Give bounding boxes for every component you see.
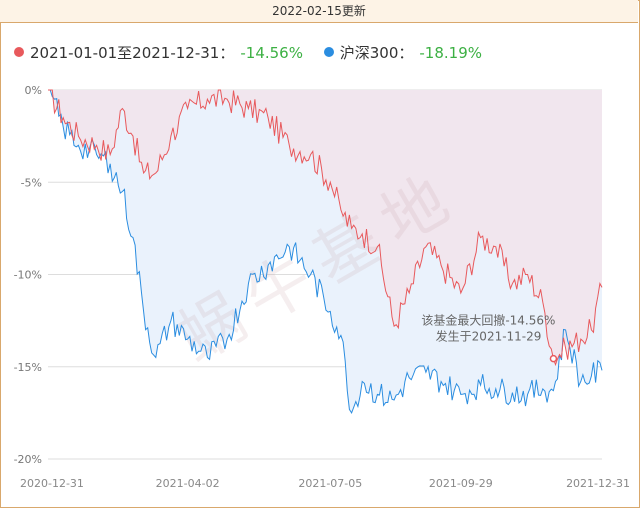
index-line xyxy=(48,89,603,415)
y-tick-label: -15% xyxy=(14,361,42,374)
y-tick-label: -10% xyxy=(14,269,42,282)
y-tick-label: -5% xyxy=(21,176,42,189)
legend-item-fund[interactable]: 2021-01-01至2021-12-31： -14.56% xyxy=(14,42,303,63)
index-legend-dot-icon xyxy=(323,47,334,57)
fund-area xyxy=(48,90,602,365)
fund-legend-dot-icon xyxy=(14,47,24,57)
legend-item-index[interactable]: 沪深300： -18.19% xyxy=(323,42,482,63)
x-tick-label: 2020-12-31 xyxy=(20,477,84,490)
update-header: 2022-02-15更新 xyxy=(0,0,638,23)
x-tick-label: 2021-09-29 xyxy=(429,477,493,490)
y-tick-label: -20% xyxy=(14,453,42,466)
annotation-line-1: 该基金最大回撤-14.56% xyxy=(421,313,555,328)
fund-return-value: -14.56% xyxy=(240,44,303,62)
index-legend-label: 沪深300： xyxy=(339,44,414,62)
annotation-line-2: 发生于2021-11-29 xyxy=(436,329,542,344)
y-tick-label: 0% xyxy=(25,84,42,97)
max-drawdown-marker xyxy=(549,354,558,363)
index-return-value: -18.19% xyxy=(419,44,482,62)
chart-legend: 2021-01-01至2021-12-31： -14.56% 沪深300： -18.… xyxy=(14,42,498,63)
x-tick-label: 2021-04-02 xyxy=(156,477,220,490)
fund-line xyxy=(48,89,603,367)
x-tick-label: 2021-07-05 xyxy=(298,477,362,490)
x-tick-label: 2021-12-31 xyxy=(566,477,630,490)
fund-legend-label: 2021-01-01至2021-12-31： xyxy=(30,44,235,62)
